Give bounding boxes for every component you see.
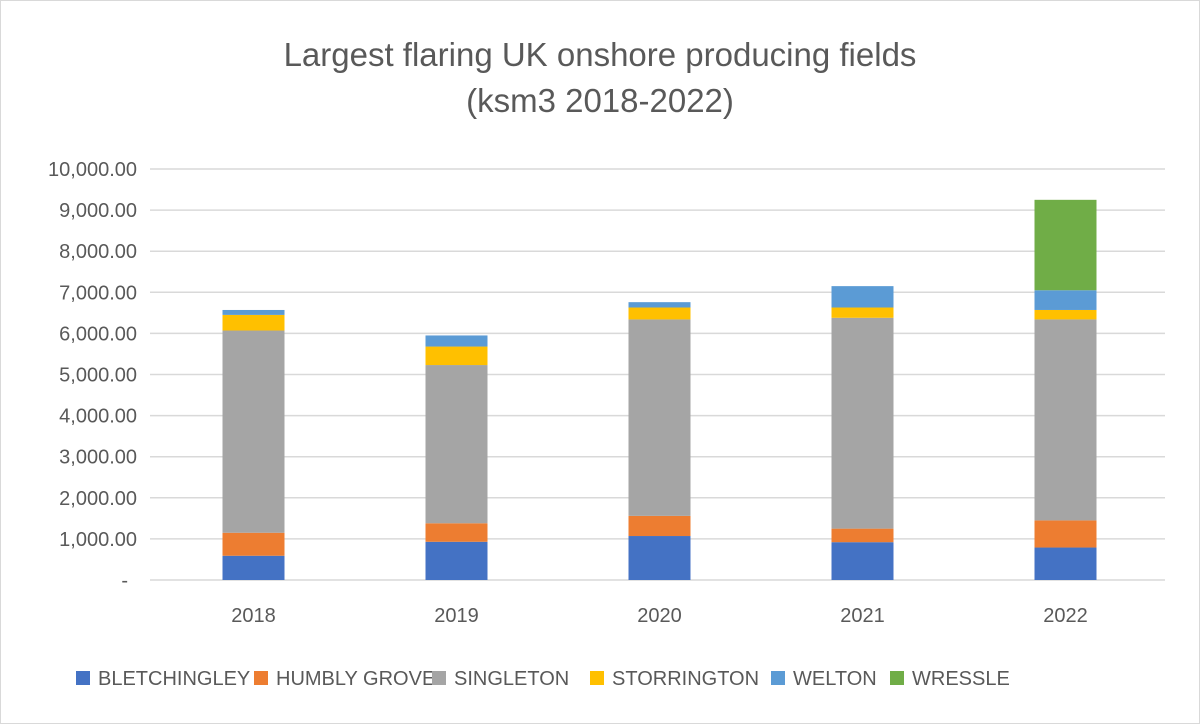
bar-segment-humbly-grove-2019 xyxy=(425,523,488,542)
y-tick-label: 3,000.00 xyxy=(59,447,137,469)
x-tick-label: 2018 xyxy=(231,605,276,627)
legend-item-humbly-grove: HUMBLY GROVE xyxy=(254,668,435,690)
legend-swatch xyxy=(590,671,604,685)
legend-label: SINGLETON xyxy=(454,668,569,690)
bar-segment-bletchingley-2022 xyxy=(1034,547,1097,580)
legend-swatch xyxy=(771,671,785,685)
x-tick-label: 2020 xyxy=(637,605,682,627)
chart-title-line-2: (ksm3 2018-2022) xyxy=(466,82,734,119)
legend-item-storrington: STORRINGTON xyxy=(590,668,759,690)
x-tick-label: 2021 xyxy=(840,605,885,627)
bar-segment-bletchingley-2019 xyxy=(425,541,488,580)
bar-segment-singleton-2019 xyxy=(425,365,488,524)
bar-segment-bletchingley-2018 xyxy=(222,555,285,580)
legend-label: STORRINGTON xyxy=(612,668,759,690)
bar-segment-welton-2022 xyxy=(1034,290,1097,310)
y-tick-label: 1,000.00 xyxy=(59,529,137,551)
chart-title-line-1: Largest flaring UK onshore producing fie… xyxy=(284,36,917,73)
bar-segment-storrington-2018 xyxy=(222,314,285,331)
bar-segment-singleton-2022 xyxy=(1034,319,1097,521)
legend-item-welton: WELTON xyxy=(771,668,877,690)
x-tick-label: 2022 xyxy=(1043,605,1088,627)
bar-segment-humbly-grove-2021 xyxy=(831,528,894,543)
y-tick-label: 5,000.00 xyxy=(59,365,137,387)
y-tick-label: 2,000.00 xyxy=(59,488,137,510)
legend-item-bletchingley: BLETCHINGLEY xyxy=(76,668,250,690)
bar-segment-singleton-2020 xyxy=(628,319,691,516)
y-tick-label: 7,000.00 xyxy=(59,282,137,304)
bar-segment-bletchingley-2021 xyxy=(831,542,894,580)
bar-segment-storrington-2020 xyxy=(628,307,691,320)
legend-item-wressle: WRESSLE xyxy=(890,668,1010,690)
legend-label: WRESSLE xyxy=(912,668,1010,690)
y-tick-label: 9,000.00 xyxy=(59,200,137,222)
bar-segment-storrington-2022 xyxy=(1034,309,1097,320)
x-tick-label: 2019 xyxy=(434,605,479,627)
bar-segment-humbly-grove-2018 xyxy=(222,532,285,556)
legend-swatch xyxy=(76,671,90,685)
bar-segment-humbly-grove-2022 xyxy=(1034,520,1097,548)
legend-label: BLETCHINGLEY xyxy=(98,668,250,690)
legend-label: WELTON xyxy=(793,668,877,690)
bar-segment-humbly-grove-2020 xyxy=(628,515,691,537)
bar-segment-welton-2020 xyxy=(628,302,691,308)
legend-swatch xyxy=(890,671,904,685)
bar-segment-storrington-2019 xyxy=(425,346,488,366)
bar-segment-singleton-2021 xyxy=(831,317,894,529)
legend-swatch xyxy=(254,671,268,685)
y-tick-label: - xyxy=(121,570,128,592)
y-tick-label: 8,000.00 xyxy=(59,241,137,263)
bar-segment-singleton-2018 xyxy=(222,330,285,533)
y-tick-label: 4,000.00 xyxy=(59,406,137,428)
y-tick-label: 6,000.00 xyxy=(59,323,137,345)
bar-segment-welton-2018 xyxy=(222,309,285,315)
bar-segment-bletchingley-2020 xyxy=(628,536,691,580)
bar-segment-storrington-2021 xyxy=(831,307,894,318)
legend-label: HUMBLY GROVE xyxy=(276,668,435,690)
y-tick-label: 10,000.00 xyxy=(48,159,137,181)
legend-swatch xyxy=(432,671,446,685)
bar-segment-welton-2019 xyxy=(425,335,488,347)
bar-segment-welton-2021 xyxy=(831,286,894,308)
bar-segment-wressle-2022 xyxy=(1034,199,1097,291)
legend-item-singleton: SINGLETON xyxy=(432,668,569,690)
